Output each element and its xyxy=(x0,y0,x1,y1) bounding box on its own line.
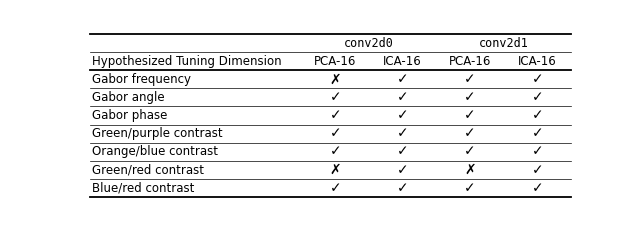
Text: ✓: ✓ xyxy=(464,109,476,123)
Text: PCA-16: PCA-16 xyxy=(449,55,491,68)
Text: ✓: ✓ xyxy=(532,109,543,123)
Text: ✓: ✓ xyxy=(464,127,476,141)
Text: ✓: ✓ xyxy=(397,163,408,177)
Text: ✓: ✓ xyxy=(330,181,341,195)
Text: Green/red contrast: Green/red contrast xyxy=(92,163,204,176)
Text: ✓: ✓ xyxy=(330,127,341,141)
Text: ✗: ✗ xyxy=(330,72,341,86)
Text: ✓: ✓ xyxy=(464,145,476,159)
Text: ✓: ✓ xyxy=(464,90,476,104)
Text: Green/purple contrast: Green/purple contrast xyxy=(92,127,223,140)
Text: ✓: ✓ xyxy=(532,72,543,86)
Text: Orange/blue contrast: Orange/blue contrast xyxy=(92,145,218,158)
Text: Gabor frequency: Gabor frequency xyxy=(92,73,191,86)
Text: ICA-16: ICA-16 xyxy=(383,55,422,68)
Text: ✓: ✓ xyxy=(464,72,476,86)
Text: ✓: ✓ xyxy=(464,181,476,195)
Text: ✗: ✗ xyxy=(464,163,476,177)
Text: ✓: ✓ xyxy=(532,90,543,104)
Text: ✓: ✓ xyxy=(397,127,408,141)
Text: ✓: ✓ xyxy=(397,72,408,86)
Text: PCA-16: PCA-16 xyxy=(314,55,356,68)
Text: ✓: ✓ xyxy=(532,163,543,177)
Text: ✓: ✓ xyxy=(397,90,408,104)
Text: ✓: ✓ xyxy=(397,181,408,195)
Text: ✓: ✓ xyxy=(330,109,341,123)
Text: ✗: ✗ xyxy=(330,163,341,177)
Text: ✓: ✓ xyxy=(397,145,408,159)
Text: Gabor phase: Gabor phase xyxy=(92,109,168,122)
Text: ICA-16: ICA-16 xyxy=(518,55,557,68)
Text: ✓: ✓ xyxy=(532,127,543,141)
Text: ✓: ✓ xyxy=(330,90,341,104)
Text: Hypothesized Tuning Dimension: Hypothesized Tuning Dimension xyxy=(92,55,282,68)
Text: ✓: ✓ xyxy=(532,181,543,195)
Text: conv2d0: conv2d0 xyxy=(344,37,394,50)
Text: ✓: ✓ xyxy=(532,145,543,159)
Text: ✓: ✓ xyxy=(330,145,341,159)
Text: Gabor angle: Gabor angle xyxy=(92,91,165,104)
Text: Blue/red contrast: Blue/red contrast xyxy=(92,181,195,194)
Text: conv2d1: conv2d1 xyxy=(479,37,529,50)
Text: ✓: ✓ xyxy=(397,109,408,123)
